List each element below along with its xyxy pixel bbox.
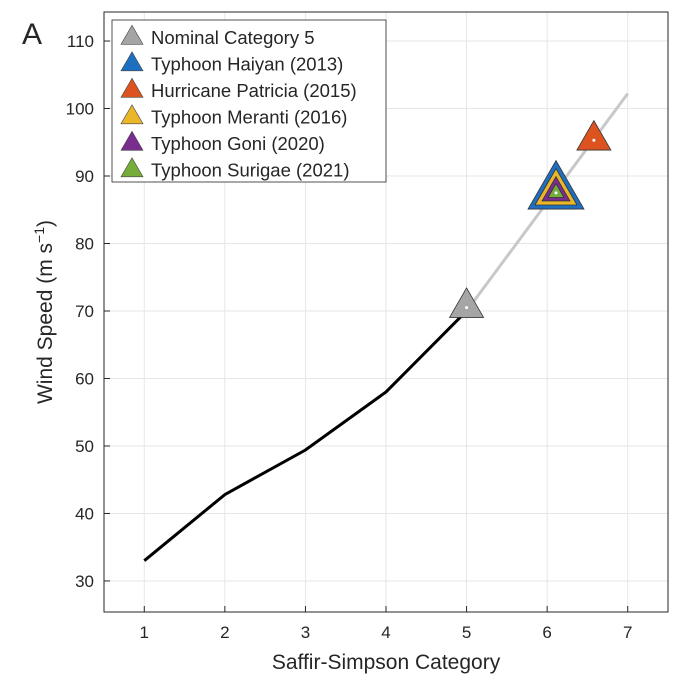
legend-triangle-icon bbox=[120, 77, 144, 98]
ticks: 1 2 3 4 5 6 7 30 40 50 60 70 80 90 100 110 bbox=[66, 32, 633, 642]
legend-label: Typhoon Haiyan (2013) bbox=[151, 54, 343, 75]
y-axis-label: Wind Speed (m s−1) bbox=[31, 220, 57, 404]
y-tick-label: 100 bbox=[66, 100, 94, 119]
marker-hurricane-patricia-2015 bbox=[576, 119, 612, 151]
marker-center-dot bbox=[592, 138, 596, 142]
legend-triangle-icon bbox=[120, 24, 144, 45]
y-tick-label: 40 bbox=[75, 504, 94, 523]
y-tick-label: 80 bbox=[75, 234, 94, 253]
y-tick-label: 50 bbox=[75, 437, 94, 456]
legend-triangle-icon bbox=[120, 104, 144, 125]
category-threshold-line bbox=[143, 309, 468, 562]
x-tick-label: 5 bbox=[462, 623, 471, 642]
x-tick-label: 7 bbox=[623, 623, 632, 642]
x-tick-label: 2 bbox=[220, 623, 229, 642]
legend-triangle-icon bbox=[120, 51, 144, 72]
y-tick-label: 90 bbox=[75, 167, 94, 186]
legend-label: Typhoon Surigae (2021) bbox=[151, 160, 350, 181]
x-axis-label: Saffir-Simpson Category bbox=[272, 651, 501, 674]
y-tick-label: 60 bbox=[75, 369, 94, 388]
x-tick-label: 3 bbox=[301, 623, 310, 642]
legend-label: Typhoon Goni (2020) bbox=[151, 133, 325, 154]
legend-label: Nominal Category 5 bbox=[151, 27, 315, 48]
markers bbox=[448, 119, 612, 318]
y-tick-label: 30 bbox=[75, 572, 94, 591]
panel-label: A bbox=[22, 18, 42, 51]
legend-label: Typhoon Meranti (2016) bbox=[151, 107, 347, 128]
legend-box bbox=[111, 19, 387, 183]
marker-center-dot bbox=[554, 191, 558, 195]
y-tick-label: 110 bbox=[67, 32, 94, 51]
legend-triangle-icon bbox=[120, 130, 144, 151]
legend: Nominal Category 5 Typhoon Haiyan (2013) H… bbox=[111, 19, 387, 183]
x-tick-label: 6 bbox=[542, 623, 551, 642]
x-tick-label: 4 bbox=[381, 623, 390, 642]
marker-nominal-category-5 bbox=[448, 287, 485, 318]
marker-center-dot bbox=[465, 306, 469, 310]
y-tick-label: 70 bbox=[75, 302, 94, 321]
marker-typhoon-surigae-2021 bbox=[547, 182, 565, 198]
legend-label: Hurricane Patricia (2015) bbox=[151, 80, 357, 101]
legend-triangle-icon bbox=[120, 157, 144, 178]
x-tick-label: 1 bbox=[140, 623, 149, 642]
